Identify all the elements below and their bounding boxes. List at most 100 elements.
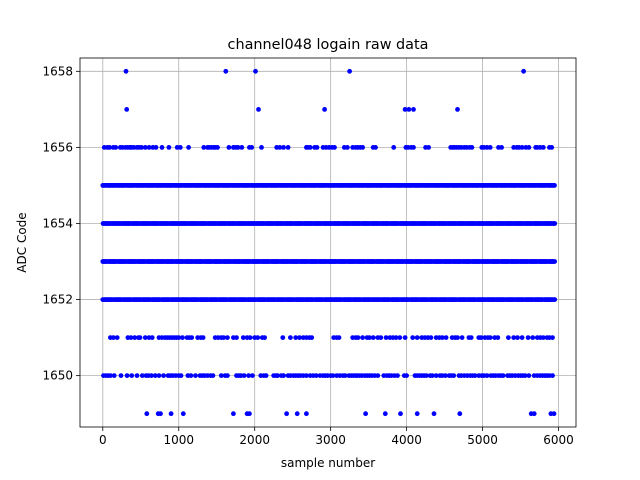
data-point: [137, 335, 143, 340]
x-axis-label: sample number: [281, 456, 375, 470]
data-point: [411, 145, 416, 150]
data-point: [180, 411, 186, 417]
data-point: [168, 411, 174, 417]
data-point: [406, 107, 412, 112]
data-point: [506, 335, 511, 340]
data-point: [304, 373, 309, 378]
data-point: [414, 335, 420, 340]
data-point: [451, 373, 457, 378]
data-point: [313, 373, 319, 378]
data-point: [275, 373, 280, 378]
data-point: [383, 335, 389, 340]
data-point: [281, 145, 286, 150]
data-point: [530, 335, 536, 340]
grid: [80, 58, 576, 427]
data-point: [134, 373, 140, 378]
data-point: [426, 145, 431, 150]
data-point: [522, 373, 528, 378]
data-point: [284, 411, 289, 417]
data-point: [156, 373, 162, 378]
data-point: [552, 297, 558, 302]
data-point: [439, 335, 445, 340]
data-point: [526, 373, 532, 378]
x-tick-label: 0: [99, 433, 107, 447]
data-point: [309, 335, 315, 340]
x-tick-label: 6000: [543, 433, 574, 447]
data-point: [253, 68, 258, 74]
data-point: [398, 411, 403, 417]
data-point: [240, 335, 246, 340]
data-point: [355, 335, 361, 340]
data-point: [526, 145, 532, 150]
data-point: [215, 145, 220, 150]
data-point: [123, 68, 129, 74]
data-point: [118, 373, 124, 378]
data-point: [410, 335, 416, 340]
data-point: [531, 411, 537, 417]
data-point: [375, 373, 381, 378]
x-tick-label: 4000: [391, 433, 422, 447]
data-point: [540, 335, 546, 340]
data-point: [430, 373, 435, 378]
data-point: [411, 107, 416, 112]
data-point: [378, 335, 384, 340]
data-point: [443, 373, 448, 378]
data-point: [262, 335, 267, 340]
data-point: [345, 145, 350, 150]
data-point: [395, 373, 400, 378]
y-axis-ticks: 1650 1652 1654 1656 1658: [42, 64, 80, 383]
data-point: [250, 373, 255, 378]
data-point: [332, 145, 337, 150]
data-point: [360, 335, 365, 340]
x-axis-ticks: 0 1000 2000 3000 4000 5000 6000: [99, 427, 574, 447]
data-point: [178, 373, 184, 378]
data-point: [234, 335, 239, 340]
data-point: [373, 145, 378, 150]
data-point: [499, 145, 504, 150]
data-point: [210, 373, 216, 378]
x-tick-label: 5000: [467, 433, 498, 447]
data-point: [469, 145, 475, 150]
data-point: [382, 411, 388, 417]
data-point: [424, 373, 429, 378]
data-point: [404, 373, 409, 378]
data-point: [142, 145, 148, 150]
data-point: [111, 335, 116, 340]
x-tick-label: 3000: [315, 433, 346, 447]
y-tick-label: 1652: [42, 293, 73, 307]
x-tick-label: 2000: [239, 433, 270, 447]
data-point: [314, 145, 320, 150]
data-point: [294, 411, 300, 417]
data-point: [180, 335, 185, 340]
data-point: [246, 373, 252, 378]
data-point: [336, 335, 342, 340]
data-point: [519, 335, 525, 340]
data-point: [146, 145, 152, 150]
data-point: [551, 411, 557, 417]
data-point: [255, 335, 261, 340]
data-point: [139, 145, 144, 150]
data-point: [549, 145, 555, 150]
plot-frame: [79, 57, 577, 428]
data-point: [153, 145, 159, 150]
data-point: [225, 335, 230, 340]
data-point: [189, 335, 195, 340]
data-point: [223, 68, 229, 74]
data-point: [304, 411, 309, 417]
chart-title: channel048 logain raw data: [228, 37, 429, 53]
data-point: [218, 373, 224, 378]
data-point: [455, 107, 460, 112]
data-point: [201, 145, 207, 150]
data-point: [235, 145, 241, 150]
data-point: [285, 145, 291, 150]
data-point: [193, 373, 198, 378]
data-point: [221, 335, 227, 340]
data-point: [468, 335, 474, 340]
data-point: [360, 145, 365, 150]
data-point: [249, 145, 255, 150]
data-point: [519, 145, 525, 150]
data-point: [457, 411, 463, 417]
data-point: [495, 335, 501, 340]
data-point: [330, 373, 336, 378]
y-tick-label: 1654: [42, 216, 73, 230]
